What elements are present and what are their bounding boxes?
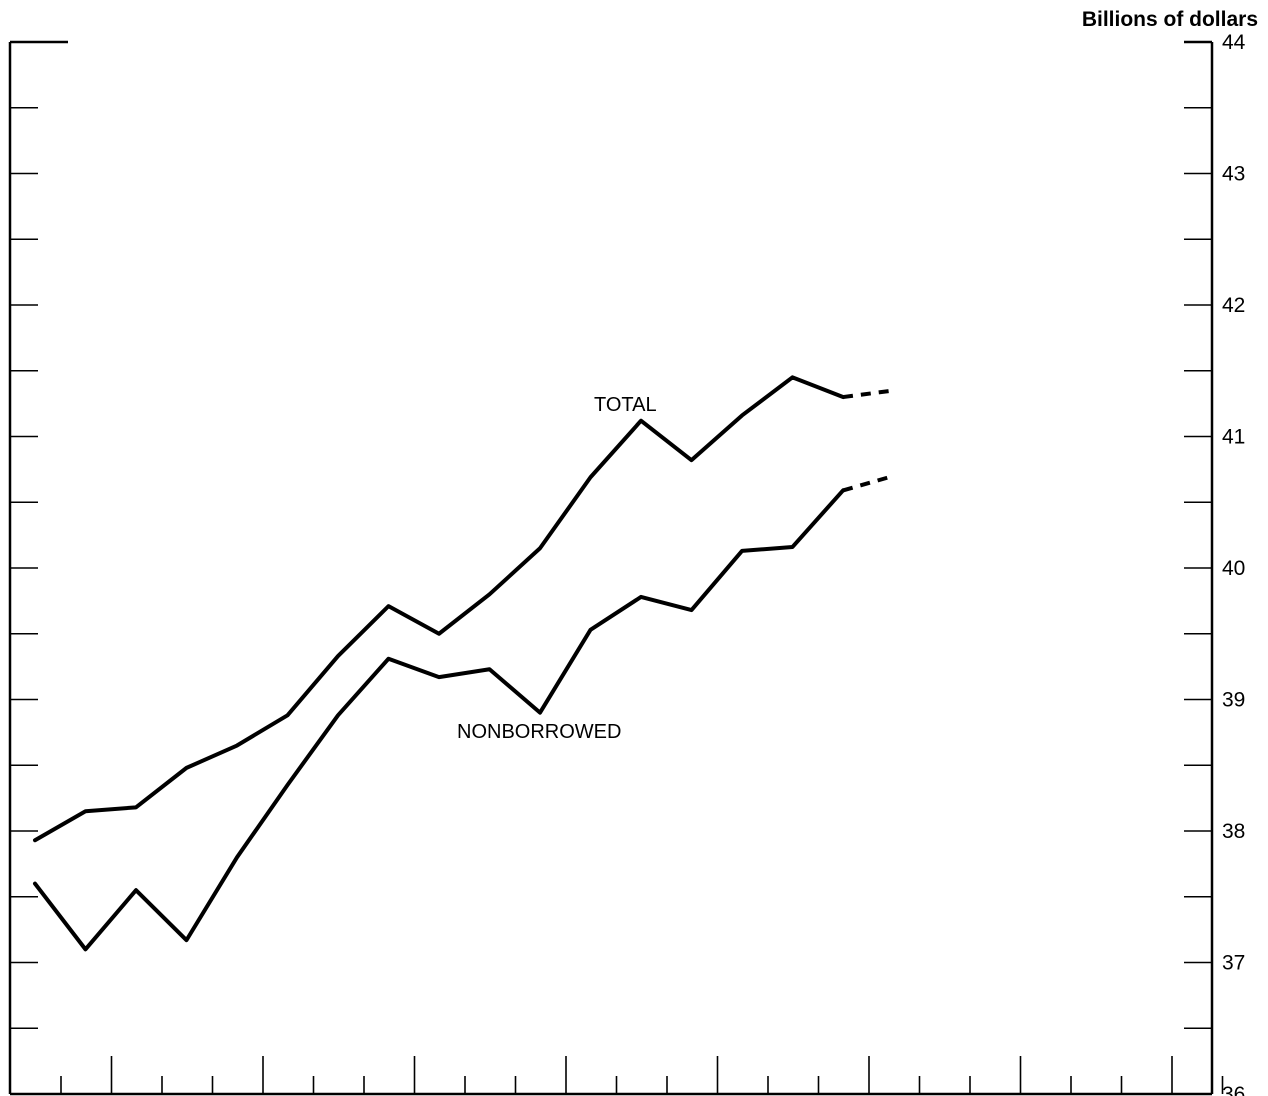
axis-labels: 36 37 38 39 40 41 42 43 44	[1222, 31, 1246, 1096]
series-projection-nonborrowed	[842, 474, 895, 493]
series-lines: TOTAL NONBORROWED	[33, 375, 895, 952]
y-tick-label: 37	[1222, 952, 1245, 975]
y-tick-label: 42	[1222, 294, 1245, 317]
axis-ticks	[10, 106, 1224, 1094]
y-axis-unit-label: Billions of dollars	[1082, 8, 1258, 31]
y-tick-label: 39	[1222, 689, 1245, 712]
series-label-total: TOTAL	[594, 394, 657, 416]
series-projection-total	[842, 388, 894, 400]
y-tick-label: 44	[1222, 31, 1246, 54]
series-label-nonborrowed: NONBORROWED	[457, 721, 621, 743]
y-tick-label: 40	[1222, 557, 1245, 580]
series-line-nonborrowed	[33, 488, 845, 952]
y-tick-label: 43	[1222, 163, 1245, 186]
y-tick-label: 38	[1222, 820, 1245, 843]
y-tick-label: 41	[1222, 426, 1245, 449]
series-line-total	[33, 375, 845, 843]
y-tick-label: 36	[1222, 1083, 1245, 1096]
